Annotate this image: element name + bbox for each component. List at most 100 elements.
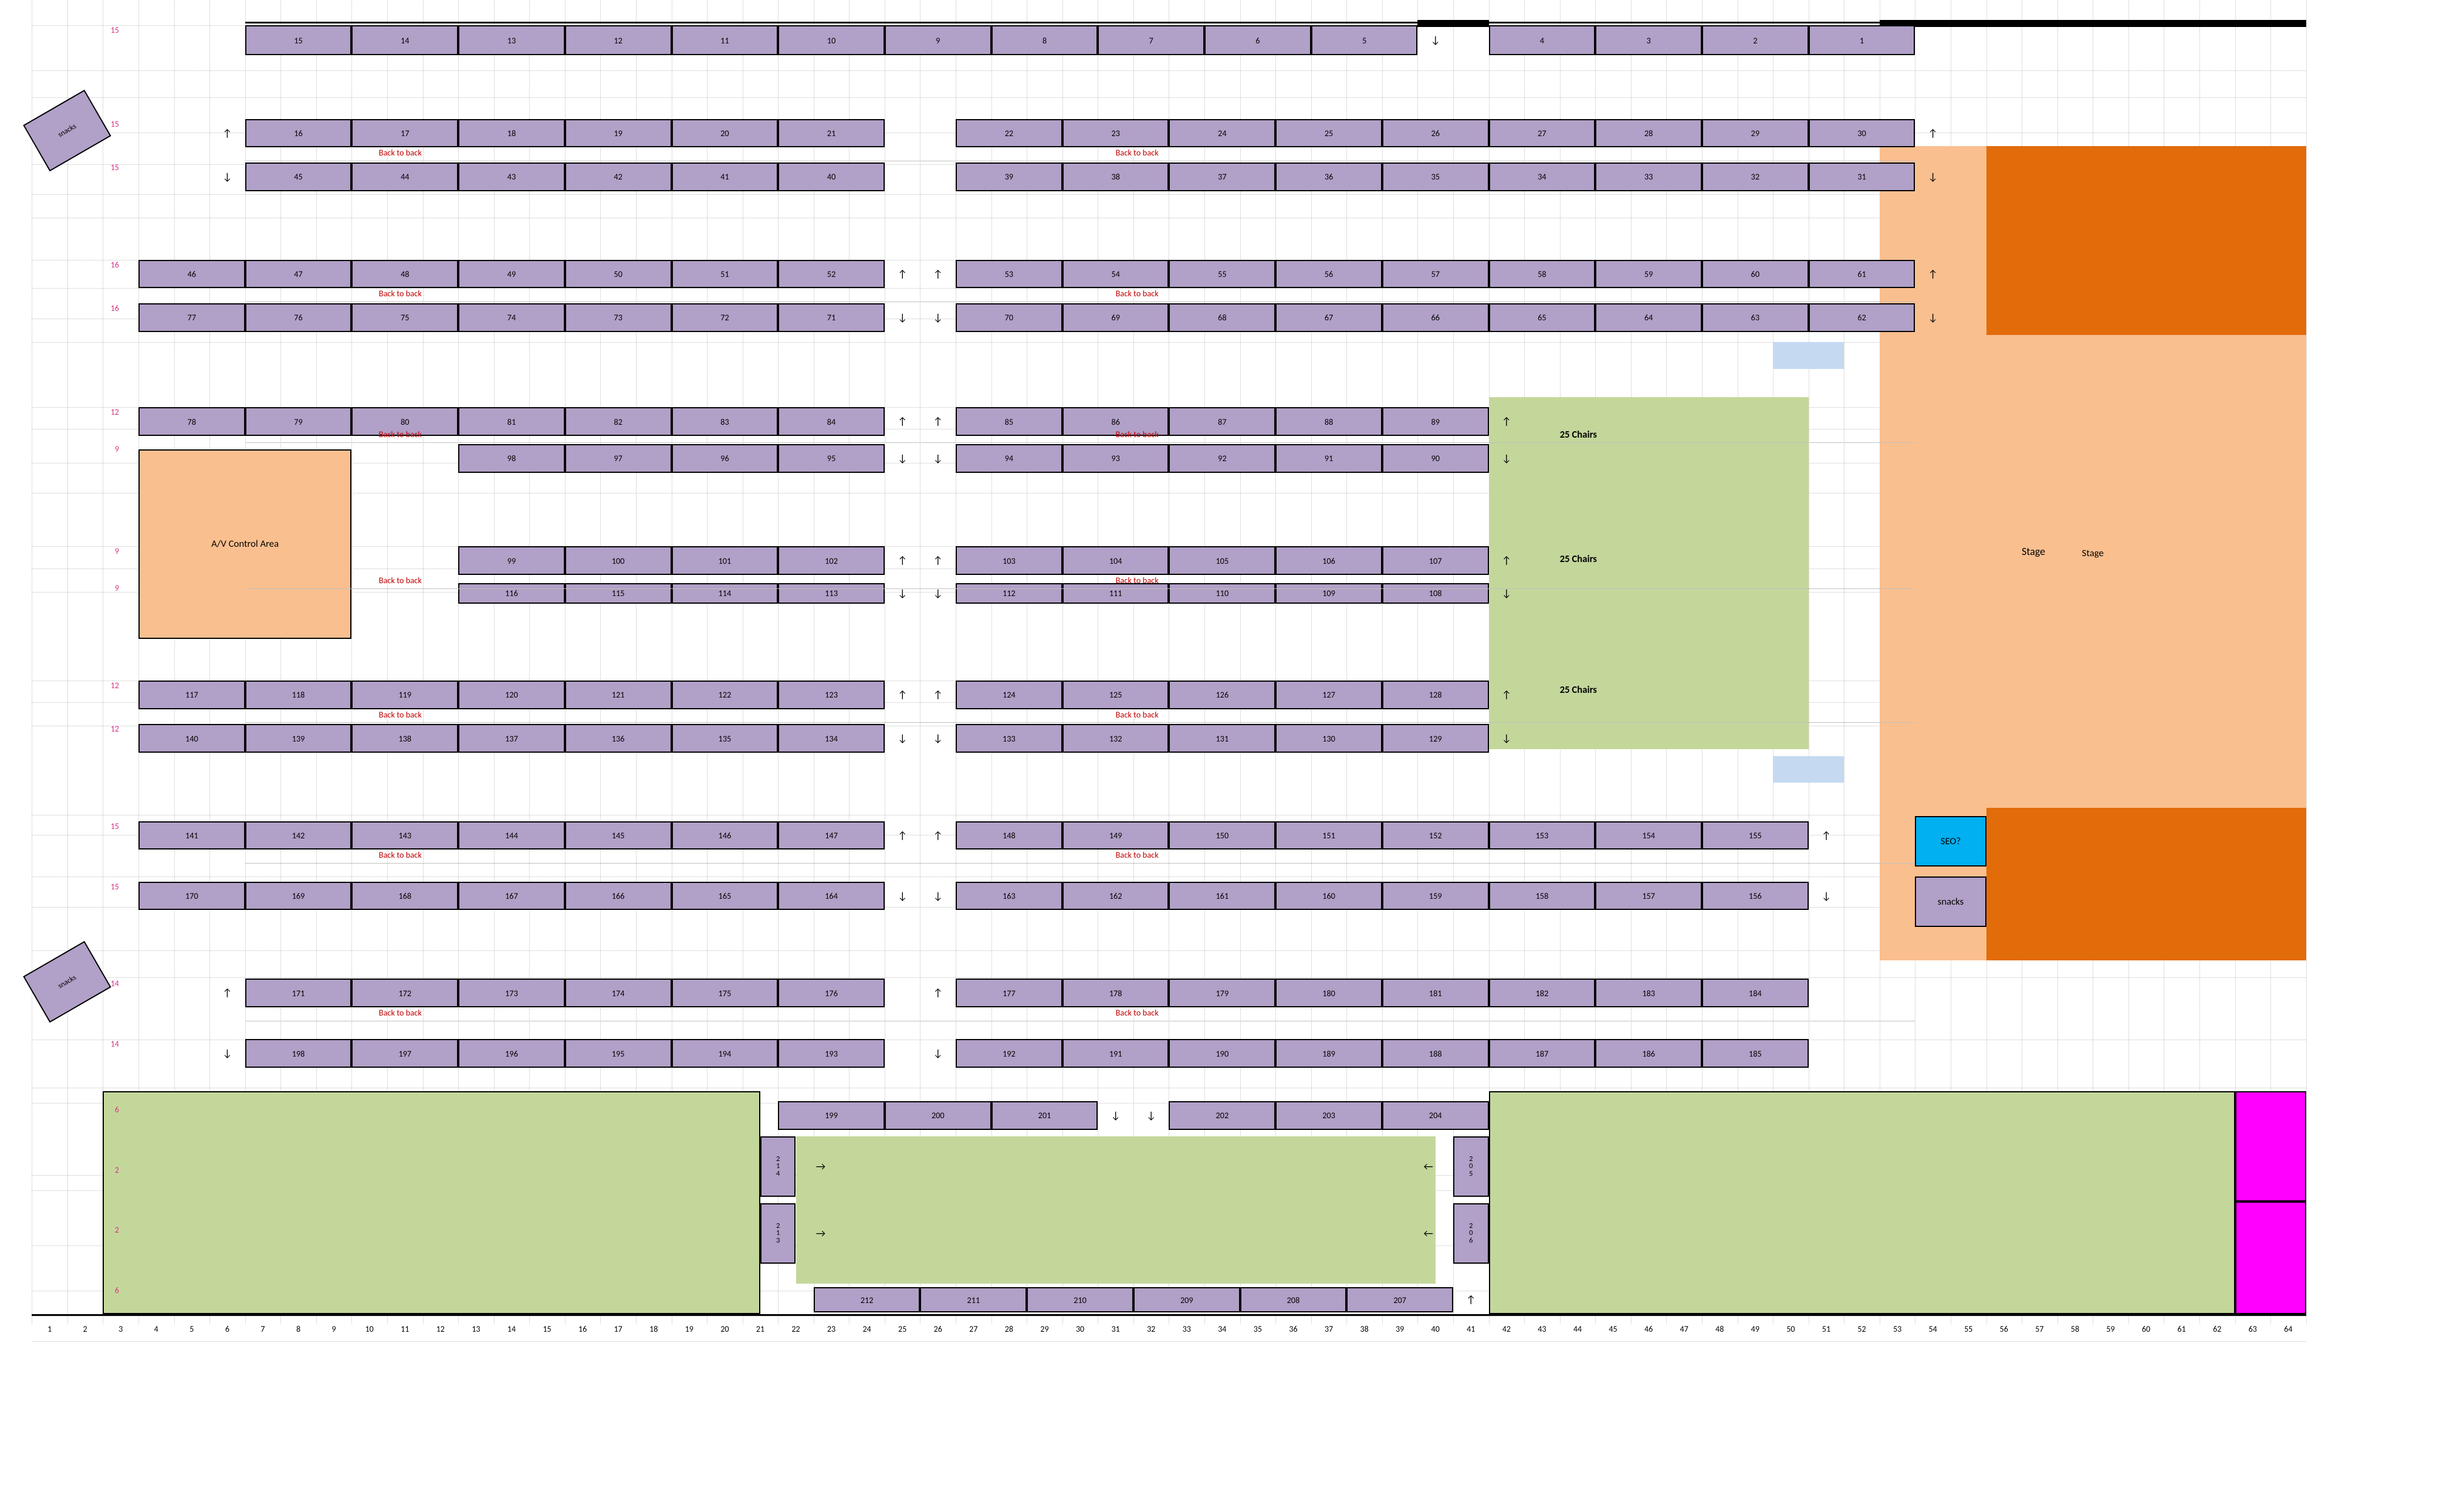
booth-38: 38 — [1062, 163, 1169, 191]
booth-64: 64 — [1595, 303, 1702, 332]
axis-col-43: 43 — [1524, 1324, 1560, 1334]
axis-col-64: 64 — [2270, 1324, 2306, 1334]
arrow-down: ↓ — [885, 882, 920, 911]
axis-col-62: 62 — [2199, 1324, 2235, 1334]
grid-row-line — [32, 70, 2306, 71]
booth-37: 37 — [1169, 163, 1275, 191]
arrow-down: ↓ — [1489, 724, 1525, 753]
booth-164: 164 — [778, 882, 885, 911]
booth-9: 9 — [885, 25, 991, 55]
booth-42: 42 — [565, 163, 672, 191]
row-count: 12 — [86, 407, 119, 417]
axis-col-28: 28 — [991, 1324, 1027, 1334]
axis-col-60: 60 — [2128, 1324, 2164, 1334]
top-border-right — [1489, 22, 1915, 23]
axis-col-35: 35 — [1240, 1324, 1276, 1334]
row-count: 15 — [86, 119, 119, 129]
booth-7: 7 — [1098, 25, 1204, 55]
axis-col-29: 29 — [1027, 1324, 1062, 1334]
back-to-back-label: Back to back — [1116, 1007, 1159, 1018]
booth-69: 69 — [1062, 303, 1169, 332]
axis-col-30: 30 — [1062, 1324, 1098, 1334]
booth-102: 102 — [778, 546, 885, 575]
row-count: 9 — [86, 583, 119, 593]
snacks_r: snacks — [1915, 876, 1986, 927]
booth-131: 131 — [1169, 724, 1275, 753]
booth-161: 161 — [1169, 882, 1275, 911]
row-count: 12 — [86, 724, 119, 734]
booth-88: 88 — [1275, 407, 1382, 436]
axis-col-19: 19 — [672, 1324, 708, 1334]
booth-124: 124 — [956, 681, 1062, 709]
back-to-back-label: Back to back — [1116, 429, 1159, 439]
booth-100: 100 — [565, 546, 672, 575]
booth-146: 146 — [672, 821, 779, 850]
back-to-back-label: Back to back — [1116, 849, 1159, 860]
arrow-up: ↑ — [1489, 681, 1525, 709]
grid-col-line — [67, 0, 68, 1324]
top-border-left — [245, 22, 1418, 23]
booth-195: 195 — [565, 1039, 672, 1068]
row-count: 9 — [86, 546, 119, 556]
stage_bot — [1986, 808, 2306, 960]
arrow-down: ↓ — [920, 303, 956, 332]
axis-col-58: 58 — [2057, 1324, 2093, 1334]
booth-157: 157 — [1595, 882, 1702, 911]
axis-col-14: 14 — [494, 1324, 530, 1334]
booth-108: 108 — [1382, 583, 1489, 603]
lb_top — [1773, 342, 1844, 369]
arrow-down: ↓ — [1489, 444, 1525, 473]
booth-40: 40 — [778, 163, 885, 191]
booth-96: 96 — [672, 444, 779, 473]
booth-177: 177 — [956, 979, 1062, 1007]
booth-8: 8 — [991, 25, 1098, 55]
booth-63: 63 — [1702, 303, 1809, 332]
av: A/V Control Area — [138, 449, 351, 639]
booth-55: 55 — [1169, 260, 1275, 289]
b2b-connector — [245, 863, 1915, 864]
booth-66: 66 — [1382, 303, 1489, 332]
booth-101: 101 — [672, 546, 779, 575]
arrow-up: ↑ — [920, 979, 956, 1007]
axis-col-54: 54 — [1915, 1324, 1951, 1334]
booth-84: 84 — [778, 407, 885, 436]
booth-16: 16 — [245, 119, 352, 148]
booth-179: 179 — [1169, 979, 1275, 1007]
booth-213: 213 — [760, 1203, 796, 1264]
booth-112: 112 — [956, 583, 1062, 603]
booth-27: 27 — [1489, 119, 1596, 148]
booth-92: 92 — [1169, 444, 1275, 473]
booth-30: 30 — [1809, 119, 1915, 148]
arrow-up: ↑ — [920, 821, 956, 850]
booth-48: 48 — [351, 260, 458, 289]
booth-5: 5 — [1311, 25, 1418, 55]
row-count: 6 — [86, 1105, 119, 1115]
arrow-down: ↓ — [920, 444, 956, 473]
arrow-up: ↑ — [1489, 546, 1525, 575]
arrow-up: ↑ — [209, 119, 245, 148]
arrow-right: → — [803, 1153, 839, 1180]
booth-76: 76 — [245, 303, 352, 332]
arrow-down: ↓ — [1133, 1101, 1169, 1130]
axis-col-55: 55 — [1951, 1324, 1986, 1334]
booth-182: 182 — [1489, 979, 1596, 1007]
axis-col-45: 45 — [1595, 1324, 1631, 1334]
back-to-back-label: Back to back — [379, 147, 422, 158]
booth-54: 54 — [1062, 260, 1169, 289]
axis-col-56: 56 — [1986, 1324, 2022, 1334]
row-count: 16 — [86, 260, 119, 270]
axis-col-44: 44 — [1560, 1324, 1596, 1334]
row-count: 15 — [86, 821, 119, 831]
booth-56: 56 — [1275, 260, 1382, 289]
arrow-down: ↓ — [1417, 25, 1453, 55]
axis-col-1: 1 — [32, 1324, 67, 1334]
booth-212: 212 — [814, 1287, 920, 1312]
booth-170: 170 — [138, 882, 245, 911]
booth-191: 191 — [1062, 1039, 1169, 1068]
booth-154: 154 — [1595, 821, 1702, 850]
booth-10: 10 — [778, 25, 885, 55]
stage-label: Stage — [2022, 545, 2045, 558]
arrow-up: ↑ — [1809, 821, 1844, 850]
arrow-up: ↑ — [920, 260, 956, 289]
axis-col-37: 37 — [1311, 1324, 1347, 1334]
